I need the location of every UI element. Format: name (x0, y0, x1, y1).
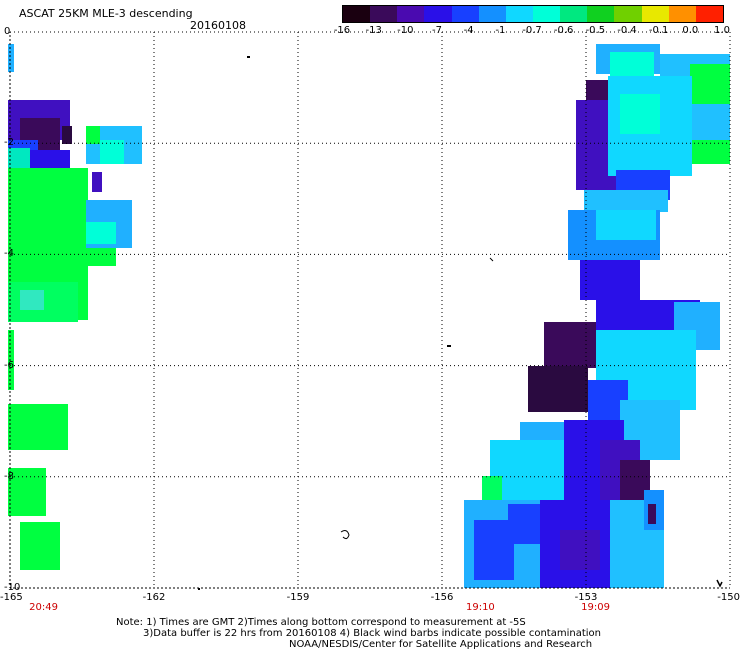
swath-cell (8, 330, 14, 390)
footer-credit: NOAA/NESDIS/Center for Satellite Applica… (289, 639, 593, 650)
colorbar-segment (343, 6, 371, 22)
contamination-barb (340, 530, 350, 540)
colorbar-label: -7 (432, 25, 442, 36)
pass-time-label: 20:49 (29, 602, 59, 613)
swath-cell (690, 140, 730, 164)
contamination-barb (198, 588, 200, 590)
pass-time-label: 19:09 (581, 602, 611, 613)
swath-cell (690, 64, 730, 104)
swath-cell (100, 140, 124, 164)
swath-cell (610, 52, 654, 76)
swath-cell (580, 260, 640, 300)
map-title: ASCAT 25KM MLE-3 descending (19, 7, 193, 20)
swath-cell (596, 210, 656, 240)
colorbar-segment (397, 6, 425, 22)
x-tick-label: -165 (0, 592, 23, 603)
y-tick-label: -2 (4, 137, 14, 149)
swath-cell (8, 404, 68, 450)
colorbar-labels: -16 -13 -10 -7 -4 -1 -0.7 -0.6 -0.5 -0.4 -0.1 0.0 1.… (330, 25, 740, 37)
colorbar-segment (614, 6, 642, 22)
swath-cell (86, 222, 116, 244)
footer-note-1: Note: 1) Times are GMT 2)Times along bot… (116, 617, 526, 628)
swath-cell (528, 366, 588, 412)
contamination-barb (489, 257, 494, 262)
swath-cell (560, 530, 600, 570)
x-tick-label: -156 (430, 592, 454, 603)
wind-swaths (8, 44, 730, 588)
swath-cell (60, 248, 116, 266)
colorbar-label: -13 (365, 25, 382, 36)
colorbar-label: -1 (495, 25, 506, 36)
colorbar-segment (641, 6, 669, 22)
wind-barbs (198, 56, 723, 590)
swath-cell (86, 126, 100, 144)
colorbar-label: 1.0 (714, 25, 730, 36)
contamination-barb (447, 345, 451, 347)
x-tick-label: -150 (717, 592, 740, 603)
map-date: 20160108 (190, 19, 246, 32)
pass-time-label: 19:10 (465, 602, 495, 613)
colorbar-segment (370, 6, 398, 22)
swath-cell (20, 522, 60, 570)
colorbar-segment (560, 6, 588, 22)
swath-cell (490, 440, 570, 500)
colorbar-label: -10 (397, 25, 414, 36)
footer-note-2: 3)Data buffer is 22 hrs from 20160108 4)… (143, 628, 601, 639)
x-tick-label: -153 (574, 592, 598, 603)
colorbar-label: -0.4 (617, 25, 637, 36)
colorbar-segment (668, 6, 696, 22)
y-tick-label: 0 (4, 26, 11, 37)
x-tick-label: -159 (286, 592, 310, 603)
colorbar-label: -0.7 (522, 25, 542, 36)
swath-cell (30, 150, 70, 172)
y-tick-label: -8 (4, 470, 14, 482)
map-frame (9, 31, 731, 589)
colorbar-label: -0.1 (648, 25, 669, 36)
swath-cell (620, 94, 660, 134)
colorbar-label: -16 (333, 25, 351, 36)
swath-cell (474, 520, 514, 580)
swath-cell (8, 468, 46, 516)
swath-cell (584, 190, 668, 212)
contamination-barb (247, 56, 250, 58)
swath-cell (62, 126, 72, 144)
contamination-barb (716, 579, 723, 588)
map-border (9, 31, 731, 589)
y-tick-label: -6 (4, 359, 14, 371)
swath-cell (544, 322, 596, 368)
swath-cell (648, 504, 656, 524)
y-tick-label: -10 (4, 582, 21, 593)
colorbar-segment (532, 6, 561, 22)
y-tick-label: -4 (4, 248, 14, 260)
colorbar-segment (695, 6, 723, 22)
colorbar-label: -0.5 (585, 25, 606, 36)
colorbar-label: -0.6 (553, 25, 574, 36)
swath-cell (92, 172, 102, 192)
colorbar (342, 5, 724, 23)
colorbar-segment (424, 6, 452, 22)
colorbar-segment (451, 6, 479, 22)
colorbar-label: 0.0 (682, 25, 699, 36)
swath-cell (20, 290, 44, 310)
x-tick-label: -162 (142, 592, 166, 603)
colorbar-segment (505, 6, 533, 22)
colorbar-label: -4 (463, 25, 474, 36)
colorbar-segment (478, 6, 506, 22)
colorbar-segment (587, 6, 615, 22)
swath-cell (8, 44, 14, 72)
